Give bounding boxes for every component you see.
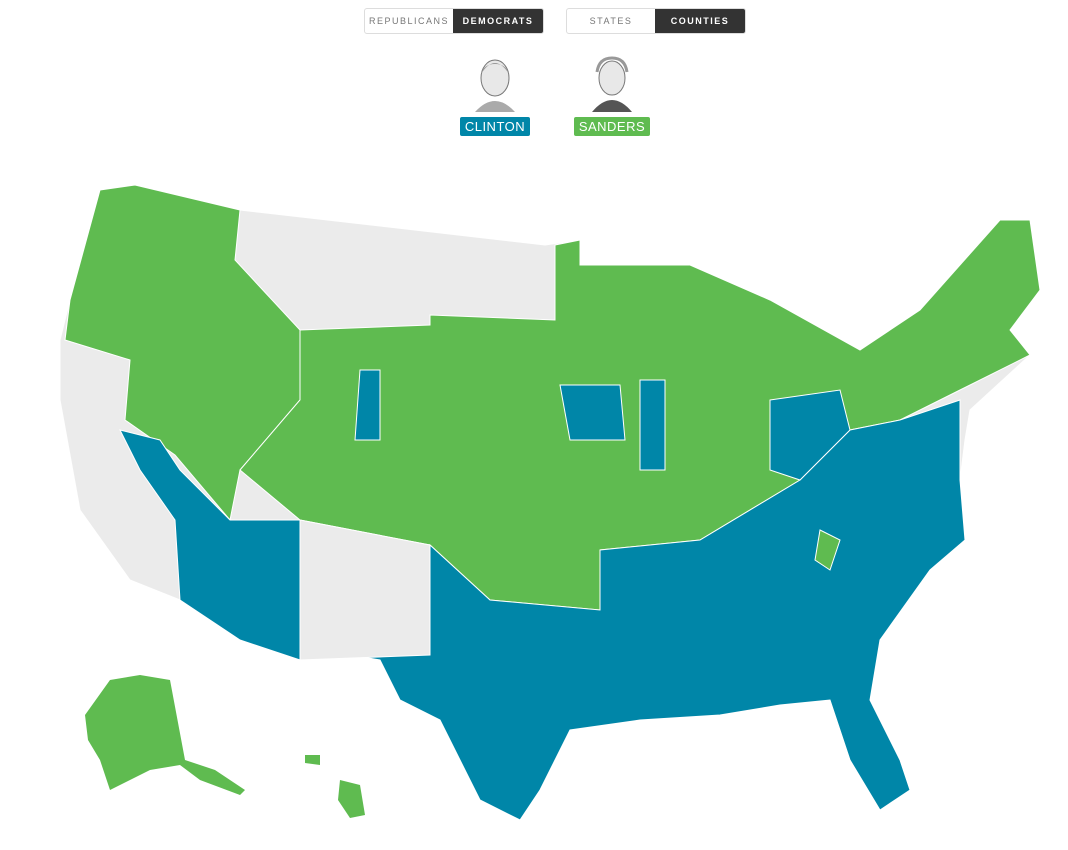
hawaii xyxy=(305,755,320,765)
candidate-name[interactable]: CLINTON xyxy=(459,117,531,136)
toggle-option[interactable]: REPUBLICANS xyxy=(368,16,450,26)
toggle-option[interactable]: STATES xyxy=(589,16,633,26)
sanders-region xyxy=(814,529,841,571)
clinton-region xyxy=(559,384,626,441)
clinton-region xyxy=(769,389,851,481)
toggle-option[interactable]: DEMOCRATS xyxy=(453,9,543,33)
level-toggle: STATES COUNTIES xyxy=(566,8,746,34)
contiguous-us xyxy=(59,184,1041,821)
hawaii xyxy=(338,780,365,818)
party-toggle: REPUBLICANS DEMOCRATS xyxy=(364,8,544,34)
clinton-region xyxy=(354,369,381,441)
candidate: CLINTON xyxy=(455,52,535,136)
portrait xyxy=(475,59,515,112)
toggle-option[interactable]: COUNTIES xyxy=(655,9,745,33)
alaska xyxy=(85,675,245,795)
candidate-name[interactable]: SANDERS xyxy=(573,117,651,136)
candidate: SANDERS xyxy=(572,52,652,136)
no-data-area xyxy=(299,519,431,661)
clinton-region xyxy=(639,379,666,471)
sanders-region xyxy=(64,184,301,522)
portrait xyxy=(592,56,632,112)
